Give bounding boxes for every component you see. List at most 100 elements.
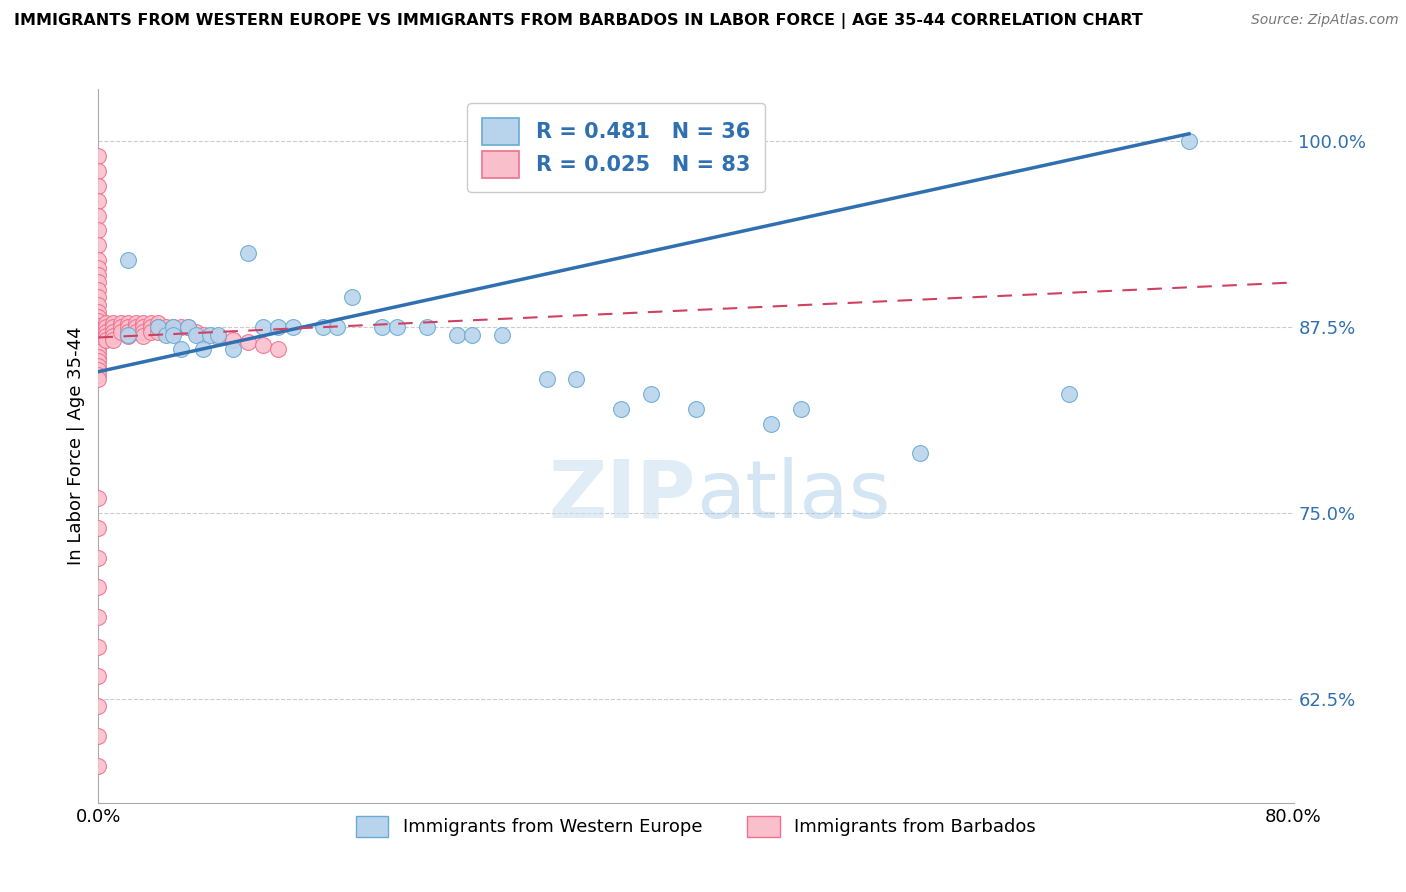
Point bbox=[148, 325, 170, 339]
Point bbox=[252, 338, 274, 352]
Point bbox=[326, 320, 349, 334]
Point bbox=[191, 327, 214, 342]
Point bbox=[87, 298, 110, 312]
Point bbox=[125, 325, 148, 339]
Text: atlas: atlas bbox=[696, 457, 890, 535]
Point bbox=[87, 323, 110, 337]
Point bbox=[87, 521, 110, 535]
Point bbox=[94, 325, 117, 339]
Point bbox=[87, 580, 110, 594]
Point bbox=[87, 363, 110, 377]
Point bbox=[125, 320, 148, 334]
Point bbox=[132, 329, 155, 343]
Point bbox=[87, 253, 110, 268]
Point bbox=[207, 330, 229, 344]
Point bbox=[155, 327, 177, 342]
Point bbox=[87, 332, 110, 346]
Point bbox=[536, 372, 558, 386]
Point bbox=[132, 316, 155, 330]
Point bbox=[139, 320, 162, 334]
Point bbox=[117, 325, 139, 339]
Point bbox=[908, 446, 931, 460]
Point bbox=[148, 320, 170, 334]
Point bbox=[87, 372, 110, 386]
Point bbox=[759, 417, 782, 431]
Point bbox=[281, 320, 304, 334]
Point bbox=[200, 327, 222, 342]
Point bbox=[117, 327, 139, 342]
Point bbox=[87, 345, 110, 359]
Text: IMMIGRANTS FROM WESTERN EUROPE VS IMMIGRANTS FROM BARBADOS IN LABOR FORCE | AGE : IMMIGRANTS FROM WESTERN EUROPE VS IMMIGR… bbox=[14, 13, 1143, 29]
Point bbox=[207, 327, 229, 342]
Point bbox=[87, 491, 110, 505]
Point bbox=[252, 320, 274, 334]
Point bbox=[87, 359, 110, 373]
Point bbox=[177, 320, 200, 334]
Point bbox=[311, 320, 333, 334]
Point bbox=[789, 401, 811, 416]
Point bbox=[87, 238, 110, 252]
Point bbox=[117, 320, 139, 334]
Point bbox=[184, 327, 207, 342]
Point bbox=[267, 320, 290, 334]
Point bbox=[148, 316, 170, 330]
Point bbox=[169, 320, 191, 334]
Point bbox=[87, 268, 110, 282]
Point bbox=[491, 327, 513, 342]
Point bbox=[222, 334, 245, 348]
Y-axis label: In Labor Force | Age 35-44: In Labor Force | Age 35-44 bbox=[66, 326, 84, 566]
Point bbox=[155, 325, 177, 339]
Point bbox=[342, 290, 364, 304]
Point bbox=[110, 325, 132, 339]
Point bbox=[87, 758, 110, 772]
Point bbox=[110, 316, 132, 330]
Point bbox=[87, 164, 110, 178]
Point bbox=[87, 336, 110, 351]
Point bbox=[103, 334, 125, 348]
Point bbox=[385, 320, 409, 334]
Point bbox=[117, 253, 139, 268]
Point bbox=[117, 329, 139, 343]
Point bbox=[87, 640, 110, 654]
Point bbox=[87, 550, 110, 565]
Point bbox=[94, 329, 117, 343]
Point bbox=[110, 320, 132, 334]
Point bbox=[87, 341, 110, 355]
Point bbox=[87, 314, 110, 328]
Point bbox=[103, 329, 125, 343]
Point bbox=[162, 325, 184, 339]
Point bbox=[117, 316, 139, 330]
Point bbox=[87, 223, 110, 237]
Point bbox=[87, 260, 110, 275]
Point bbox=[103, 325, 125, 339]
Point bbox=[103, 320, 125, 334]
Legend: Immigrants from Western Europe, Immigrants from Barbados: Immigrants from Western Europe, Immigran… bbox=[349, 808, 1043, 844]
Point bbox=[87, 290, 110, 304]
Point bbox=[236, 334, 259, 349]
Point bbox=[148, 320, 170, 334]
Point bbox=[125, 316, 148, 330]
Point bbox=[610, 401, 633, 416]
Point bbox=[87, 350, 110, 364]
Text: Source: ZipAtlas.com: Source: ZipAtlas.com bbox=[1251, 13, 1399, 28]
Point bbox=[132, 325, 155, 339]
Point bbox=[685, 401, 707, 416]
Point bbox=[87, 178, 110, 193]
Point bbox=[94, 316, 117, 330]
Point bbox=[139, 316, 162, 330]
Point bbox=[169, 343, 191, 357]
Point bbox=[461, 327, 484, 342]
Point bbox=[236, 245, 259, 260]
Point bbox=[87, 318, 110, 333]
Point bbox=[87, 729, 110, 743]
Point bbox=[87, 610, 110, 624]
Point bbox=[191, 343, 214, 357]
Point bbox=[1178, 134, 1201, 148]
Text: ZIP: ZIP bbox=[548, 457, 696, 535]
Point bbox=[87, 354, 110, 368]
Point bbox=[94, 334, 117, 348]
Point bbox=[155, 320, 177, 334]
Point bbox=[87, 310, 110, 324]
Point bbox=[640, 387, 662, 401]
Point bbox=[446, 327, 468, 342]
